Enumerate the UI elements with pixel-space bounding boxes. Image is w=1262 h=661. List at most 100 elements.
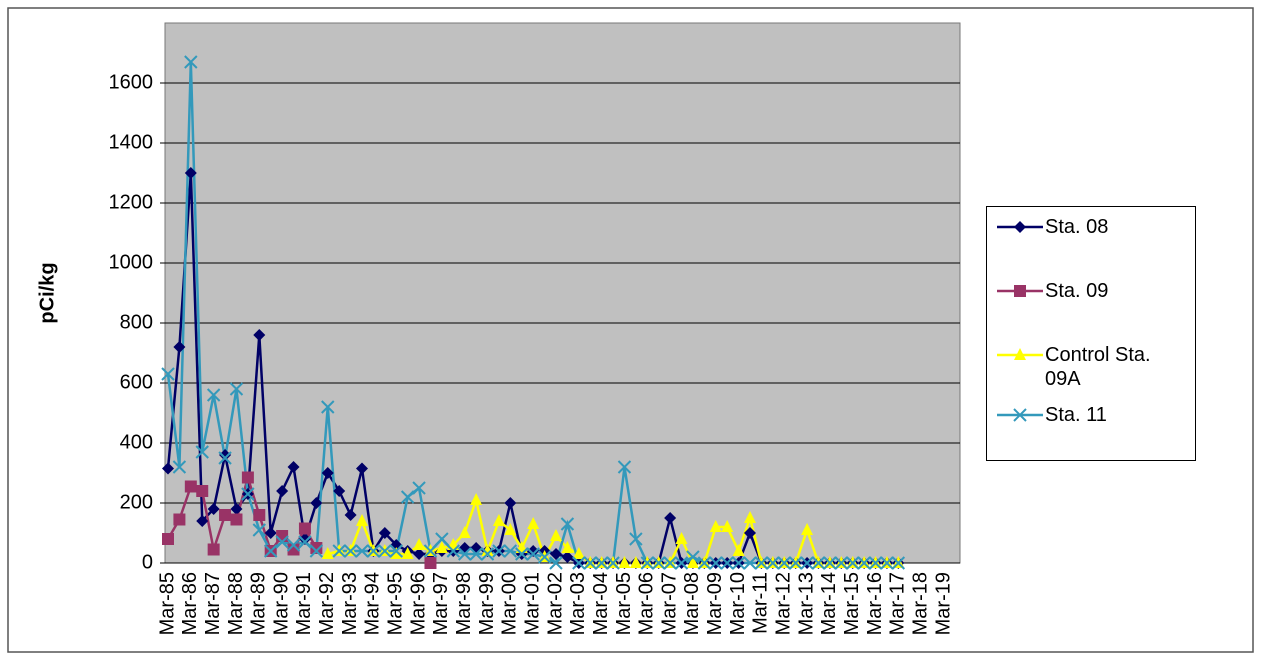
x-tick-label: Mar-93	[339, 572, 361, 635]
x-tick-label: Mar-99	[476, 572, 498, 635]
legend-swatch	[997, 348, 1043, 360]
marker	[241, 487, 255, 501]
y-tick-label: 200	[120, 491, 153, 513]
marker	[880, 556, 894, 570]
x-tick-label: Mar-17	[887, 572, 909, 635]
marker	[366, 544, 381, 558]
legend-swatch	[997, 221, 1043, 233]
marker	[184, 55, 198, 69]
x-tick-label: Mar-13	[795, 572, 817, 635]
marker	[617, 460, 632, 474]
marker	[629, 532, 643, 546]
y-tick-label: 1000	[109, 251, 154, 273]
marker	[744, 527, 756, 539]
marker	[184, 167, 197, 179]
marker	[469, 547, 483, 561]
marker	[276, 485, 289, 497]
marker	[172, 460, 187, 474]
marker	[206, 388, 221, 402]
marker	[834, 556, 849, 570]
marker	[390, 547, 403, 559]
marker	[664, 512, 677, 524]
legend-label: Sta. 08	[1045, 216, 1109, 238]
marker	[572, 547, 585, 559]
marker	[355, 544, 369, 558]
marker	[389, 544, 403, 558]
legend-swatch	[997, 285, 1043, 297]
marker	[229, 382, 244, 396]
marker	[196, 515, 209, 527]
marker	[173, 513, 186, 526]
marker	[218, 451, 232, 465]
x-tick-label: Mar-91	[293, 572, 315, 635]
x-tick-label: Mar-16	[864, 572, 886, 635]
marker	[219, 509, 232, 521]
marker	[400, 490, 415, 504]
x-tick-label: Mar-95	[385, 572, 407, 635]
marker	[663, 556, 677, 570]
marker	[207, 503, 220, 515]
x-tick-label: Mar-02	[544, 572, 566, 635]
marker	[332, 544, 346, 558]
x-tick-label: Mar-05	[613, 572, 635, 635]
x-tick-label: Mar-00	[499, 572, 521, 635]
x-tick-label: Mar-10	[727, 572, 749, 635]
marker	[732, 544, 745, 556]
legend-label: Sta. 09	[1045, 280, 1109, 302]
x-tick-label: Mar-09	[704, 572, 726, 635]
marker	[344, 509, 357, 521]
marker	[811, 556, 826, 570]
marker	[162, 462, 174, 475]
marker	[356, 514, 368, 526]
marker	[435, 541, 448, 553]
marker	[446, 544, 461, 558]
marker	[480, 547, 495, 561]
marker	[207, 543, 220, 556]
marker	[721, 520, 734, 532]
x-tick-label: Mar-12	[773, 572, 795, 635]
x-tick-label: Mar-89	[248, 572, 270, 635]
marker	[606, 556, 620, 570]
y-tick-label: 1600	[109, 71, 154, 93]
marker	[310, 497, 323, 509]
marker	[504, 497, 517, 509]
marker	[503, 544, 518, 558]
marker	[801, 523, 814, 535]
marker	[845, 556, 860, 570]
marker	[321, 467, 334, 479]
marker	[286, 538, 301, 552]
marker	[423, 544, 438, 558]
marker	[413, 548, 426, 560]
marker	[276, 530, 289, 542]
marker	[560, 517, 575, 531]
marker	[675, 532, 688, 544]
x-tick-label: Mar-96	[407, 572, 429, 635]
marker	[800, 556, 814, 570]
marker	[435, 532, 449, 546]
x-tick-label: Mar-14	[818, 572, 840, 635]
marker	[766, 556, 780, 570]
y-axis-label: pCi/kg	[36, 262, 58, 323]
marker	[754, 556, 769, 570]
legend-item: Sta. 08	[995, 215, 1165, 239]
marker	[162, 533, 174, 545]
x-tick-label: Mar-08	[681, 572, 703, 635]
marker	[230, 503, 243, 515]
marker	[674, 556, 689, 570]
marker	[378, 527, 391, 539]
marker	[253, 509, 266, 521]
y-tick-label: 1400	[109, 131, 154, 153]
x-tick-label: Mar-90	[270, 572, 292, 635]
legend-item: Sta. 11	[995, 403, 1165, 427]
legend-swatch	[997, 408, 1043, 422]
marker	[173, 341, 186, 353]
y-tick-label: 600	[120, 371, 153, 393]
marker	[594, 556, 609, 570]
marker	[561, 551, 574, 563]
legend-label: Sta. 11	[1045, 404, 1107, 426]
marker	[492, 544, 506, 558]
marker	[731, 556, 746, 570]
legend-item: Control Sta. 09A	[995, 343, 1165, 391]
legend-label: Control Sta. 09A	[1045, 344, 1151, 390]
